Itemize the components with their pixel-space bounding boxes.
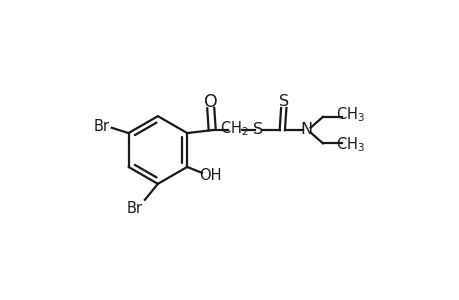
- Text: CH$_3$: CH$_3$: [336, 106, 364, 124]
- Text: S: S: [253, 122, 263, 137]
- Text: S: S: [279, 94, 289, 109]
- Text: CH$_3$: CH$_3$: [336, 136, 364, 154]
- Text: O: O: [203, 93, 217, 111]
- Text: N: N: [300, 122, 312, 137]
- Text: Br: Br: [93, 119, 109, 134]
- Text: CH$_2$: CH$_2$: [219, 120, 248, 138]
- Text: Br: Br: [126, 200, 142, 215]
- Text: OH: OH: [198, 168, 221, 183]
